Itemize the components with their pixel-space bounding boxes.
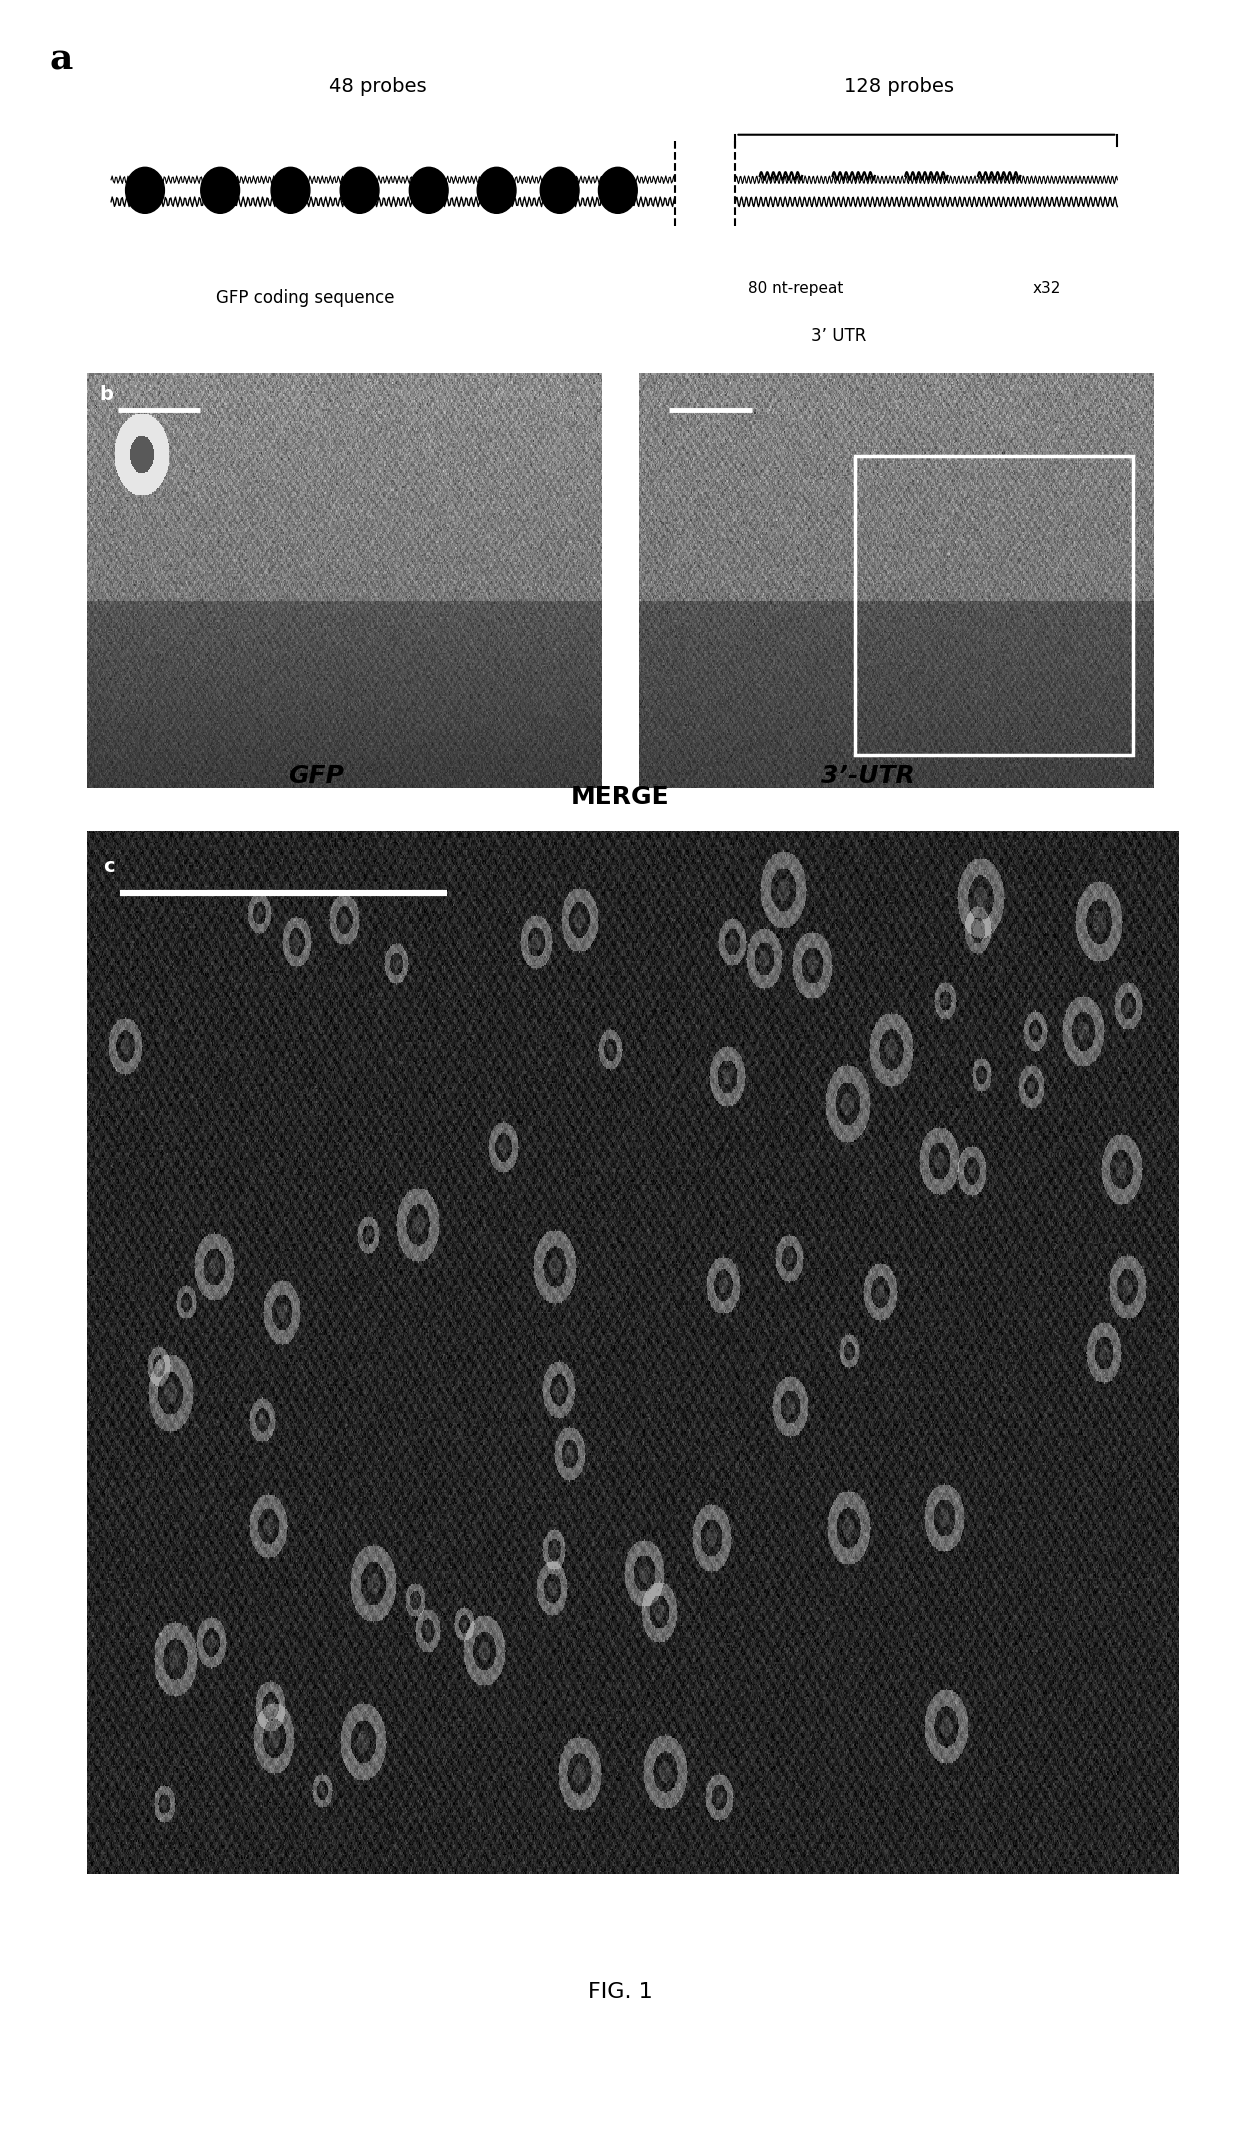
Text: 3’-UTR: 3’-UTR (821, 765, 915, 788)
Ellipse shape (599, 168, 637, 213)
Text: 80 nt-repeat: 80 nt-repeat (749, 281, 843, 296)
Ellipse shape (477, 168, 516, 213)
Ellipse shape (201, 168, 239, 213)
Text: 128 probes: 128 probes (844, 77, 954, 96)
Text: FIG. 1: FIG. 1 (588, 1981, 652, 2002)
Ellipse shape (272, 168, 310, 213)
Text: c: c (103, 856, 115, 875)
Text: 3’ UTR: 3’ UTR (811, 328, 867, 345)
Text: b: b (99, 386, 114, 405)
Bar (854, 456, 1132, 754)
Text: a: a (50, 43, 73, 77)
Text: GFP coding sequence: GFP coding sequence (216, 290, 394, 307)
Text: MERGE: MERGE (570, 786, 670, 809)
Ellipse shape (409, 168, 448, 213)
Text: GFP: GFP (288, 765, 345, 788)
Ellipse shape (541, 168, 579, 213)
Text: 48 probes: 48 probes (329, 77, 427, 96)
Ellipse shape (125, 168, 165, 213)
Text: x32: x32 (1033, 281, 1061, 296)
Ellipse shape (340, 168, 379, 213)
